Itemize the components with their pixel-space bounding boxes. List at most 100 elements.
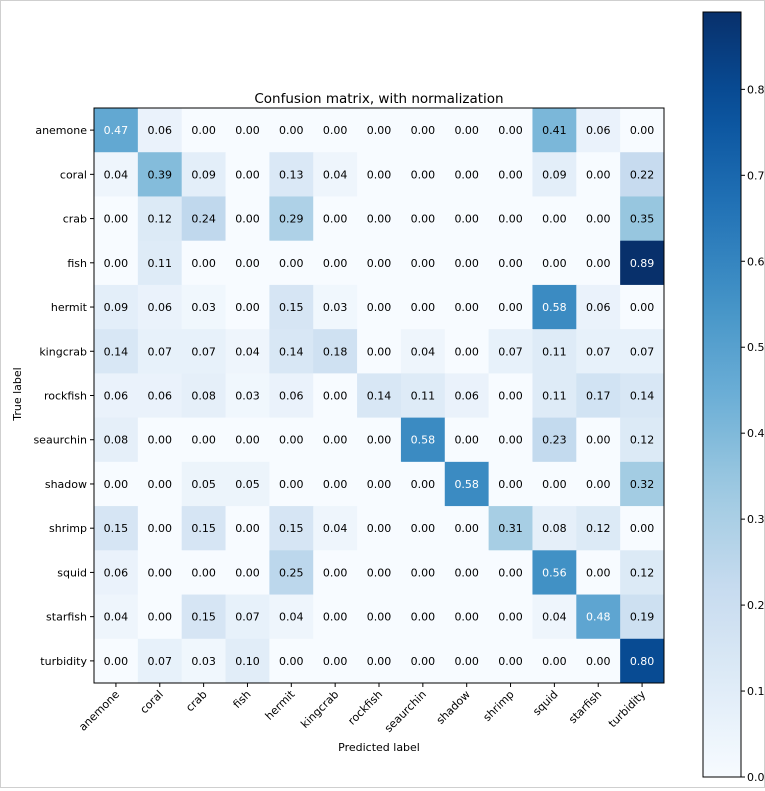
cell-value-label: 0.00 bbox=[323, 566, 348, 579]
cell-value-label: 0.00 bbox=[542, 257, 567, 270]
heatmap-cell bbox=[94, 240, 139, 286]
heatmap-cell bbox=[576, 550, 621, 596]
heatmap-cell bbox=[576, 240, 621, 286]
cell-value-label: 0.15 bbox=[104, 522, 129, 535]
cell-value-label: 0.12 bbox=[630, 566, 655, 579]
heatmap-cell bbox=[444, 284, 490, 330]
heatmap-cell bbox=[313, 284, 358, 330]
cell-value-label: 0.00 bbox=[498, 124, 523, 137]
heatmap-cell bbox=[137, 152, 183, 197]
heatmap-cell bbox=[269, 638, 314, 684]
cell-value-label: 0.00 bbox=[542, 655, 567, 668]
heatmap-cell bbox=[313, 240, 358, 286]
heatmap-cell bbox=[400, 461, 446, 507]
cell-value-label: 0.06 bbox=[586, 301, 611, 314]
cell-value-label: 0.05 bbox=[235, 478, 260, 491]
cell-value-label: 0.08 bbox=[542, 522, 567, 535]
x-tick-label: squid bbox=[530, 688, 560, 718]
heatmap-cell bbox=[357, 196, 402, 242]
heatmap-cell bbox=[488, 196, 533, 242]
cell-value-labels: 0.47 0.06 0.00 0.00 0.00 0.00 0.00 0.00 0.00 0.00… bbox=[104, 124, 655, 668]
heatmap-cell bbox=[444, 152, 490, 197]
cell-value-label: 0.00 bbox=[148, 478, 173, 491]
cell-value-label: 0.00 bbox=[498, 301, 523, 314]
heatmap-cell bbox=[313, 550, 358, 596]
cell-value-label: 0.00 bbox=[586, 168, 611, 181]
cell-value-label: 0.00 bbox=[279, 124, 304, 137]
heatmap-cell bbox=[576, 373, 621, 419]
heatmap-cell bbox=[576, 638, 621, 684]
x-tick-label: shadow bbox=[434, 688, 473, 727]
heatmap-cell bbox=[620, 417, 665, 463]
heatmap-cell bbox=[269, 506, 314, 551]
cell-value-label: 0.03 bbox=[191, 655, 216, 668]
cell-value-label: 0.80 bbox=[630, 655, 655, 668]
cell-value-label: 0.00 bbox=[235, 213, 260, 226]
heatmap-cell bbox=[532, 196, 577, 242]
heatmap-cell bbox=[137, 638, 183, 684]
cell-value-label: 0.00 bbox=[498, 213, 523, 226]
cell-value-label: 0.00 bbox=[411, 611, 436, 624]
heatmap-cell bbox=[400, 594, 446, 640]
x-tick-label: turbidity bbox=[606, 688, 649, 731]
cell-value-label: 0.00 bbox=[454, 168, 479, 181]
heatmap-cell bbox=[225, 284, 270, 330]
heatmap-cell bbox=[357, 594, 402, 640]
heatmap-cell bbox=[576, 461, 621, 507]
cell-value-label: 0.14 bbox=[630, 390, 655, 403]
heatmap-cell bbox=[488, 329, 533, 374]
x-axis-label: Predicted label bbox=[338, 741, 420, 754]
colorbar-tick-label: 0.6 bbox=[747, 255, 764, 268]
x-tick-label: anemone bbox=[76, 688, 122, 734]
cell-value-label: 0.00 bbox=[323, 655, 348, 668]
cell-value-label: 0.31 bbox=[498, 522, 523, 535]
cell-value-label: 0.00 bbox=[586, 213, 611, 226]
cell-value-label: 0.00 bbox=[191, 434, 216, 447]
cell-value-label: 0.00 bbox=[104, 213, 129, 226]
cell-value-label: 0.06 bbox=[454, 390, 479, 403]
cell-value-label: 0.04 bbox=[411, 345, 436, 358]
heatmap-cell bbox=[137, 108, 183, 153]
heatmap-cell bbox=[444, 594, 490, 640]
x-tick-label: rockfish bbox=[345, 688, 385, 728]
cell-value-label: 0.00 bbox=[586, 478, 611, 491]
cell-value-label: 0.00 bbox=[542, 478, 567, 491]
cell-value-label: 0.11 bbox=[542, 390, 567, 403]
heatmap-cell bbox=[400, 417, 446, 463]
heatmap-cell bbox=[444, 506, 490, 551]
heatmap-cell bbox=[269, 108, 314, 153]
cell-value-label: 0.56 bbox=[542, 566, 567, 579]
heatmap-cell bbox=[94, 461, 139, 507]
heatmap-cell bbox=[94, 594, 139, 640]
heatmap-cell bbox=[488, 284, 533, 330]
heatmap-cell bbox=[181, 461, 227, 507]
colorbar bbox=[702, 11, 742, 778]
heatmap-cell bbox=[620, 152, 665, 197]
heatmap-cell bbox=[269, 461, 314, 507]
heatmap-cell bbox=[225, 373, 270, 419]
x-tick-label: hermit bbox=[263, 687, 298, 722]
cell-value-label: 0.00 bbox=[367, 566, 392, 579]
cell-value-label: 0.00 bbox=[367, 434, 392, 447]
heatmap-cell bbox=[576, 329, 621, 374]
cell-value-label: 0.00 bbox=[235, 566, 260, 579]
y-tick-label: rockfish bbox=[44, 390, 87, 403]
cell-value-label: 0.04 bbox=[323, 522, 348, 535]
cell-value-label: 0.00 bbox=[454, 345, 479, 358]
heatmap-cell bbox=[225, 108, 270, 153]
heatmap-cell bbox=[357, 638, 402, 684]
cell-value-label: 0.00 bbox=[498, 655, 523, 668]
heatmap-cell bbox=[532, 417, 577, 463]
heatmap-cell bbox=[444, 638, 490, 684]
heatmap-cell bbox=[225, 152, 270, 197]
cell-value-label: 0.47 bbox=[104, 124, 129, 137]
heatmap-cell bbox=[94, 550, 139, 596]
cell-value-label: 0.07 bbox=[235, 611, 260, 624]
cell-value-label: 0.00 bbox=[586, 434, 611, 447]
cell-value-label: 0.03 bbox=[235, 390, 260, 403]
heatmap-cell bbox=[488, 506, 533, 551]
heatmap-cell bbox=[488, 461, 533, 507]
heatmap-cell bbox=[269, 196, 314, 242]
heatmap-cell bbox=[269, 550, 314, 596]
heatmap-cell bbox=[532, 594, 577, 640]
